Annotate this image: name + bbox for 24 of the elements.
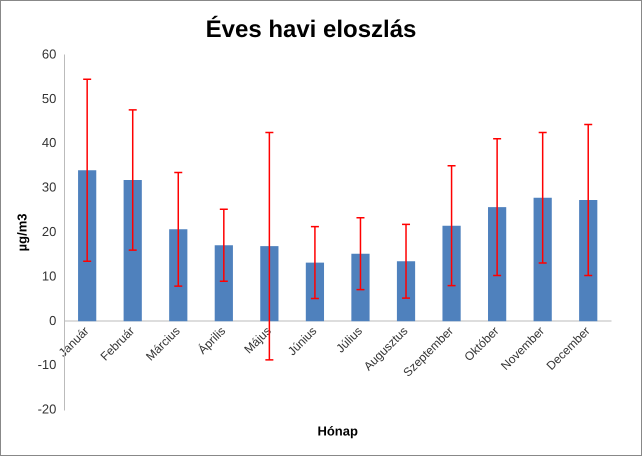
y-tick-label: 50 xyxy=(42,90,56,106)
y-tick-label: 10 xyxy=(42,268,56,284)
y-axis-title: µg/m3 xyxy=(14,213,30,252)
y-tick-label: 30 xyxy=(42,180,56,195)
bar xyxy=(579,200,598,322)
bar xyxy=(78,170,96,322)
y-tick-label: -10 xyxy=(38,357,56,372)
bar xyxy=(169,229,188,322)
y-tick-label: 20 xyxy=(42,224,56,239)
bar xyxy=(351,254,370,322)
bar xyxy=(124,180,142,322)
bar xyxy=(260,246,278,322)
y-tick-label: 0 xyxy=(49,312,56,328)
bar xyxy=(534,198,552,322)
bar xyxy=(488,207,506,322)
x-axis-title: Hónap xyxy=(317,424,358,439)
y-tick-label: 60 xyxy=(42,46,56,62)
bar xyxy=(396,261,416,322)
chart-title: Éves havi eloszlás xyxy=(206,15,416,44)
y-tick-label: -20 xyxy=(38,402,56,417)
bar xyxy=(214,245,233,322)
bar xyxy=(306,262,324,322)
y-tick-label: 40 xyxy=(42,135,56,150)
bar xyxy=(442,226,461,322)
